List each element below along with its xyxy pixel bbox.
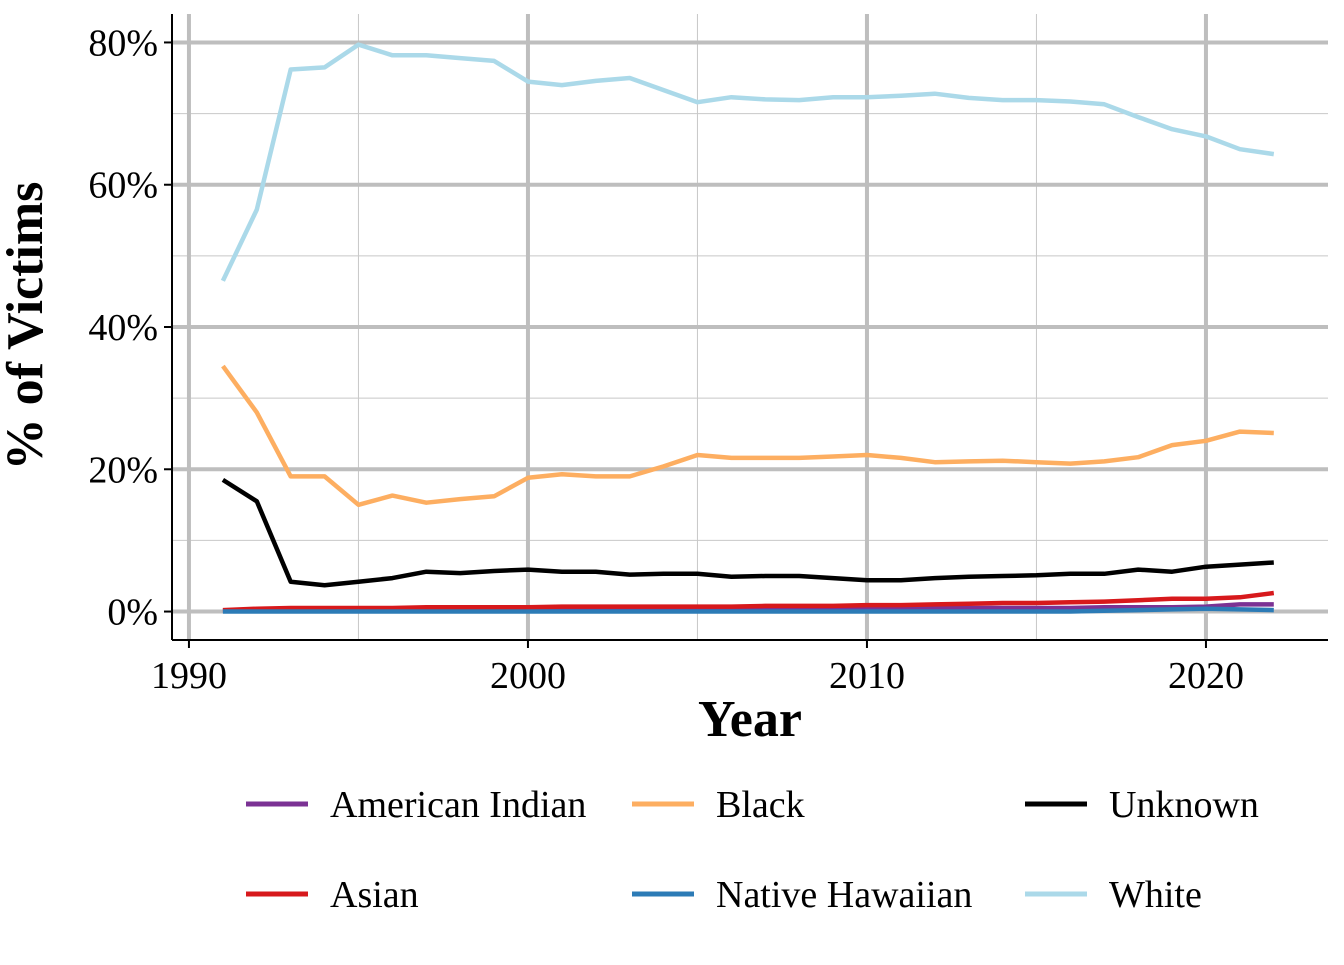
legend-item-black: Black bbox=[632, 784, 805, 826]
series-line-unknown bbox=[221, 477, 1274, 588]
major-gridlines bbox=[172, 14, 1328, 640]
series-line-black bbox=[221, 364, 1274, 508]
legend-item-white: White bbox=[1025, 874, 1202, 916]
y-axis-ticks: 0% 20% 40% 60% 80% bbox=[88, 22, 172, 634]
x-tick-label: 2000 bbox=[490, 655, 566, 697]
series-line-white bbox=[220, 42, 1275, 282]
legend-label-unknown: Unknown bbox=[1109, 784, 1259, 826]
x-axis-ticks: 1990 2000 2010 2020 bbox=[151, 640, 1244, 697]
legend-label-asian: Asian bbox=[330, 874, 419, 916]
legend-label-white: White bbox=[1109, 874, 1202, 916]
x-tick-label: 2020 bbox=[1168, 655, 1244, 697]
y-axis-title: % of Victims bbox=[0, 182, 54, 471]
x-axis-title: Year bbox=[698, 691, 802, 748]
legend-label-american-indian: American Indian bbox=[330, 784, 586, 826]
minor-gridlines bbox=[172, 14, 1328, 640]
x-tick-label: 2010 bbox=[829, 655, 905, 697]
y-tick-label: 40% bbox=[88, 307, 158, 349]
x-tick-label: 1990 bbox=[151, 655, 227, 697]
series-line-asian bbox=[222, 590, 1275, 613]
legend-item-american-indian: American Indian bbox=[246, 784, 586, 826]
y-tick-label: 20% bbox=[88, 449, 158, 491]
legend-label-native-hawaiian: Native Hawaiian bbox=[716, 874, 972, 916]
legend-item-asian: Asian bbox=[246, 874, 419, 916]
y-tick-label: 80% bbox=[88, 22, 158, 64]
legend: American Indian Black Unknown Asian Native H… bbox=[246, 784, 1259, 916]
series-lines bbox=[220, 42, 1275, 614]
legend-label-black: Black bbox=[716, 784, 805, 826]
series-line-native-hawaiian bbox=[222, 606, 1274, 614]
legend-item-unknown: Unknown bbox=[1025, 784, 1259, 826]
y-tick-label: 0% bbox=[107, 592, 158, 634]
y-tick-label: 60% bbox=[88, 165, 158, 207]
legend-item-native-hawaiian: Native Hawaiian bbox=[632, 874, 972, 916]
